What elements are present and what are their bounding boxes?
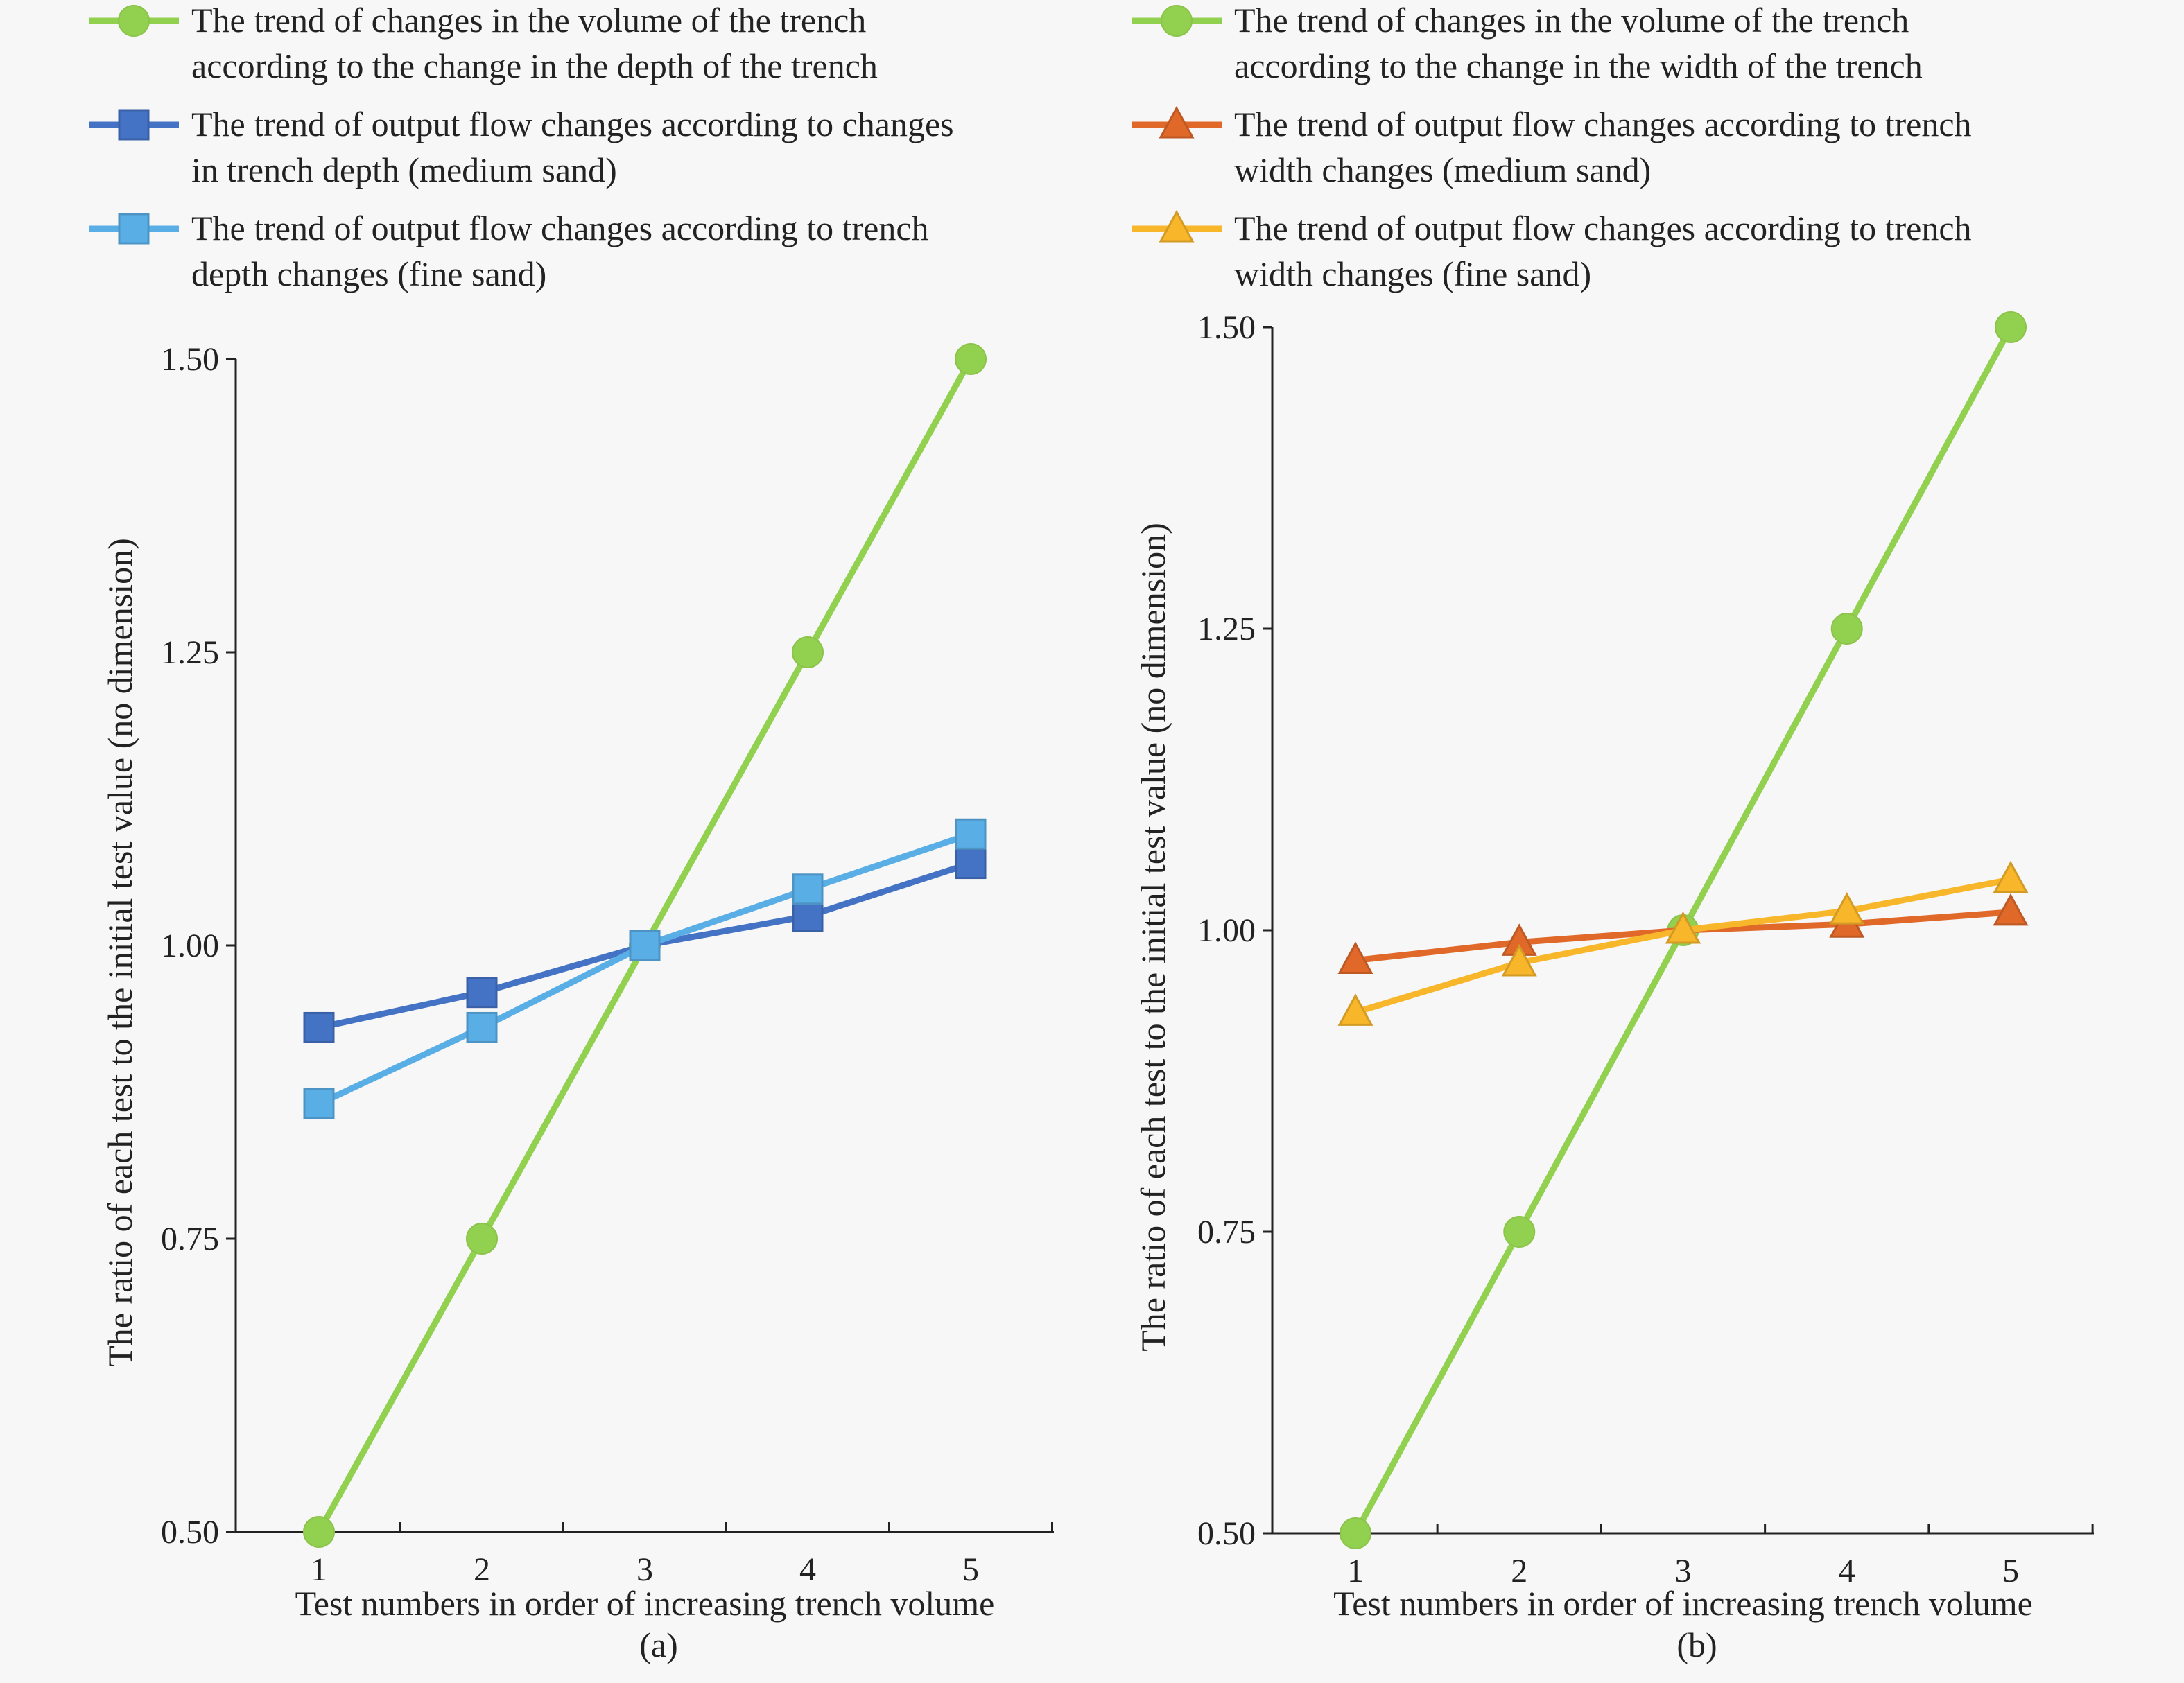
data-point-series-3 [1337, 993, 1373, 1026]
legend-swatch-marker [118, 213, 150, 245]
panel-caption: (a) [639, 1625, 678, 1664]
legend-swatch-marker [118, 5, 150, 37]
legend-label: The trend of changes in the volume of th… [191, 1, 866, 40]
legend-entry-1: The trend of changes in the volume of th… [1132, 1, 1923, 85]
legend-label: width changes (medium sand) [1234, 150, 1651, 189]
legend-label: in trench depth (medium sand) [191, 150, 617, 189]
panel-caption: (b) [1676, 1625, 1717, 1664]
y-tick-label: 0.50 [161, 1514, 219, 1551]
x-tick-label: 4 [799, 1551, 816, 1588]
y-tick-label: 1.50 [1197, 309, 1256, 346]
x-tick-label: 2 [1511, 1553, 1527, 1589]
legend-label: width changes (fine sand) [1234, 254, 1591, 293]
data-point-series-1 [466, 1223, 498, 1255]
data-point-series-2 [792, 900, 824, 932]
legend-label: according to the change in the width of … [1234, 46, 1923, 85]
data-point-series-2 [1993, 893, 2029, 926]
data-point-series-3 [955, 818, 987, 850]
x-axis-label: Test numbers in order of increasing tren… [295, 1584, 995, 1623]
series-line-3 [318, 830, 972, 1107]
y-tick-label: 1.25 [1197, 611, 1256, 647]
data-point-series-1 [1340, 1517, 1371, 1549]
data-point-series-3 [1829, 892, 1865, 925]
data-point-series-1 [1503, 1216, 1536, 1248]
y-tick-label: 0.50 [1197, 1515, 1256, 1552]
data-point-series-1 [792, 636, 824, 668]
legend-label: The trend of output flow changes accordi… [1234, 105, 1972, 143]
y-tick-label: 1.00 [161, 927, 219, 964]
legend-label: according to the change in the depth of … [191, 46, 878, 85]
legend-swatch-marker [1159, 209, 1195, 243]
data-point-series-3 [792, 873, 824, 905]
x-tick-label: 5 [2002, 1553, 2019, 1589]
legend-entry-1: The trend of changes in the volume of th… [89, 1, 878, 85]
data-point-series-2 [955, 848, 987, 880]
legend-label: depth changes (fine sand) [191, 254, 546, 293]
legend-label: The trend of changes in the volume of th… [1234, 1, 1909, 40]
data-point-series-3 [629, 930, 661, 961]
data-point-series-3 [1501, 943, 1537, 977]
data-point-series-2 [303, 1011, 335, 1043]
data-point-series-3 [466, 1011, 498, 1043]
x-tick-label: 1 [311, 1551, 327, 1588]
y-axis-label: The ratio of each test to the initial te… [101, 538, 139, 1366]
legend-label: The trend of output flow changes accordi… [191, 105, 954, 143]
x-axis-label: Test numbers in order of increasing tren… [1333, 1584, 2033, 1623]
data-point-series-2 [1337, 941, 1373, 974]
data-point-series-1 [1995, 311, 2027, 343]
legend-entry-3: The trend of output flow changes accordi… [89, 209, 929, 293]
x-tick-label: 5 [962, 1551, 979, 1588]
y-axis-label: The ratio of each test to the initial te… [1134, 523, 1172, 1351]
data-point-series-1 [1830, 613, 1863, 645]
legend-label: The trend of output flow changes accordi… [191, 209, 929, 247]
data-point-series-2 [466, 977, 498, 1009]
legend-entry-2: The trend of output flow changes accordi… [1132, 105, 1972, 189]
y-tick-label: 1.50 [161, 341, 219, 378]
legend-label: The trend of output flow changes accordi… [1234, 209, 1972, 247]
x-tick-label: 4 [1839, 1553, 1855, 1589]
y-tick-label: 1.25 [161, 634, 219, 671]
legend-swatch-marker [1161, 5, 1193, 37]
data-point-series-3 [1993, 860, 2029, 893]
data-point-series-1 [955, 343, 987, 375]
data-point-series-1 [303, 1516, 335, 1548]
legend-swatch-marker [1159, 105, 1195, 139]
y-tick-label: 0.75 [1197, 1214, 1256, 1250]
legend-entry-2: The trend of output flow changes accordi… [89, 105, 954, 189]
data-point-series-3 [1665, 911, 1701, 944]
legend-swatch-marker [118, 109, 150, 141]
x-tick-label: 1 [1347, 1553, 1364, 1589]
y-tick-label: 1.00 [1197, 912, 1256, 949]
x-tick-label: 3 [1675, 1553, 1692, 1589]
x-tick-label: 2 [474, 1551, 490, 1588]
legend-entry-3: The trend of output flow changes accordi… [1132, 209, 1972, 293]
x-tick-label: 3 [636, 1551, 653, 1588]
data-point-series-3 [303, 1088, 335, 1119]
y-tick-label: 0.75 [161, 1221, 219, 1257]
